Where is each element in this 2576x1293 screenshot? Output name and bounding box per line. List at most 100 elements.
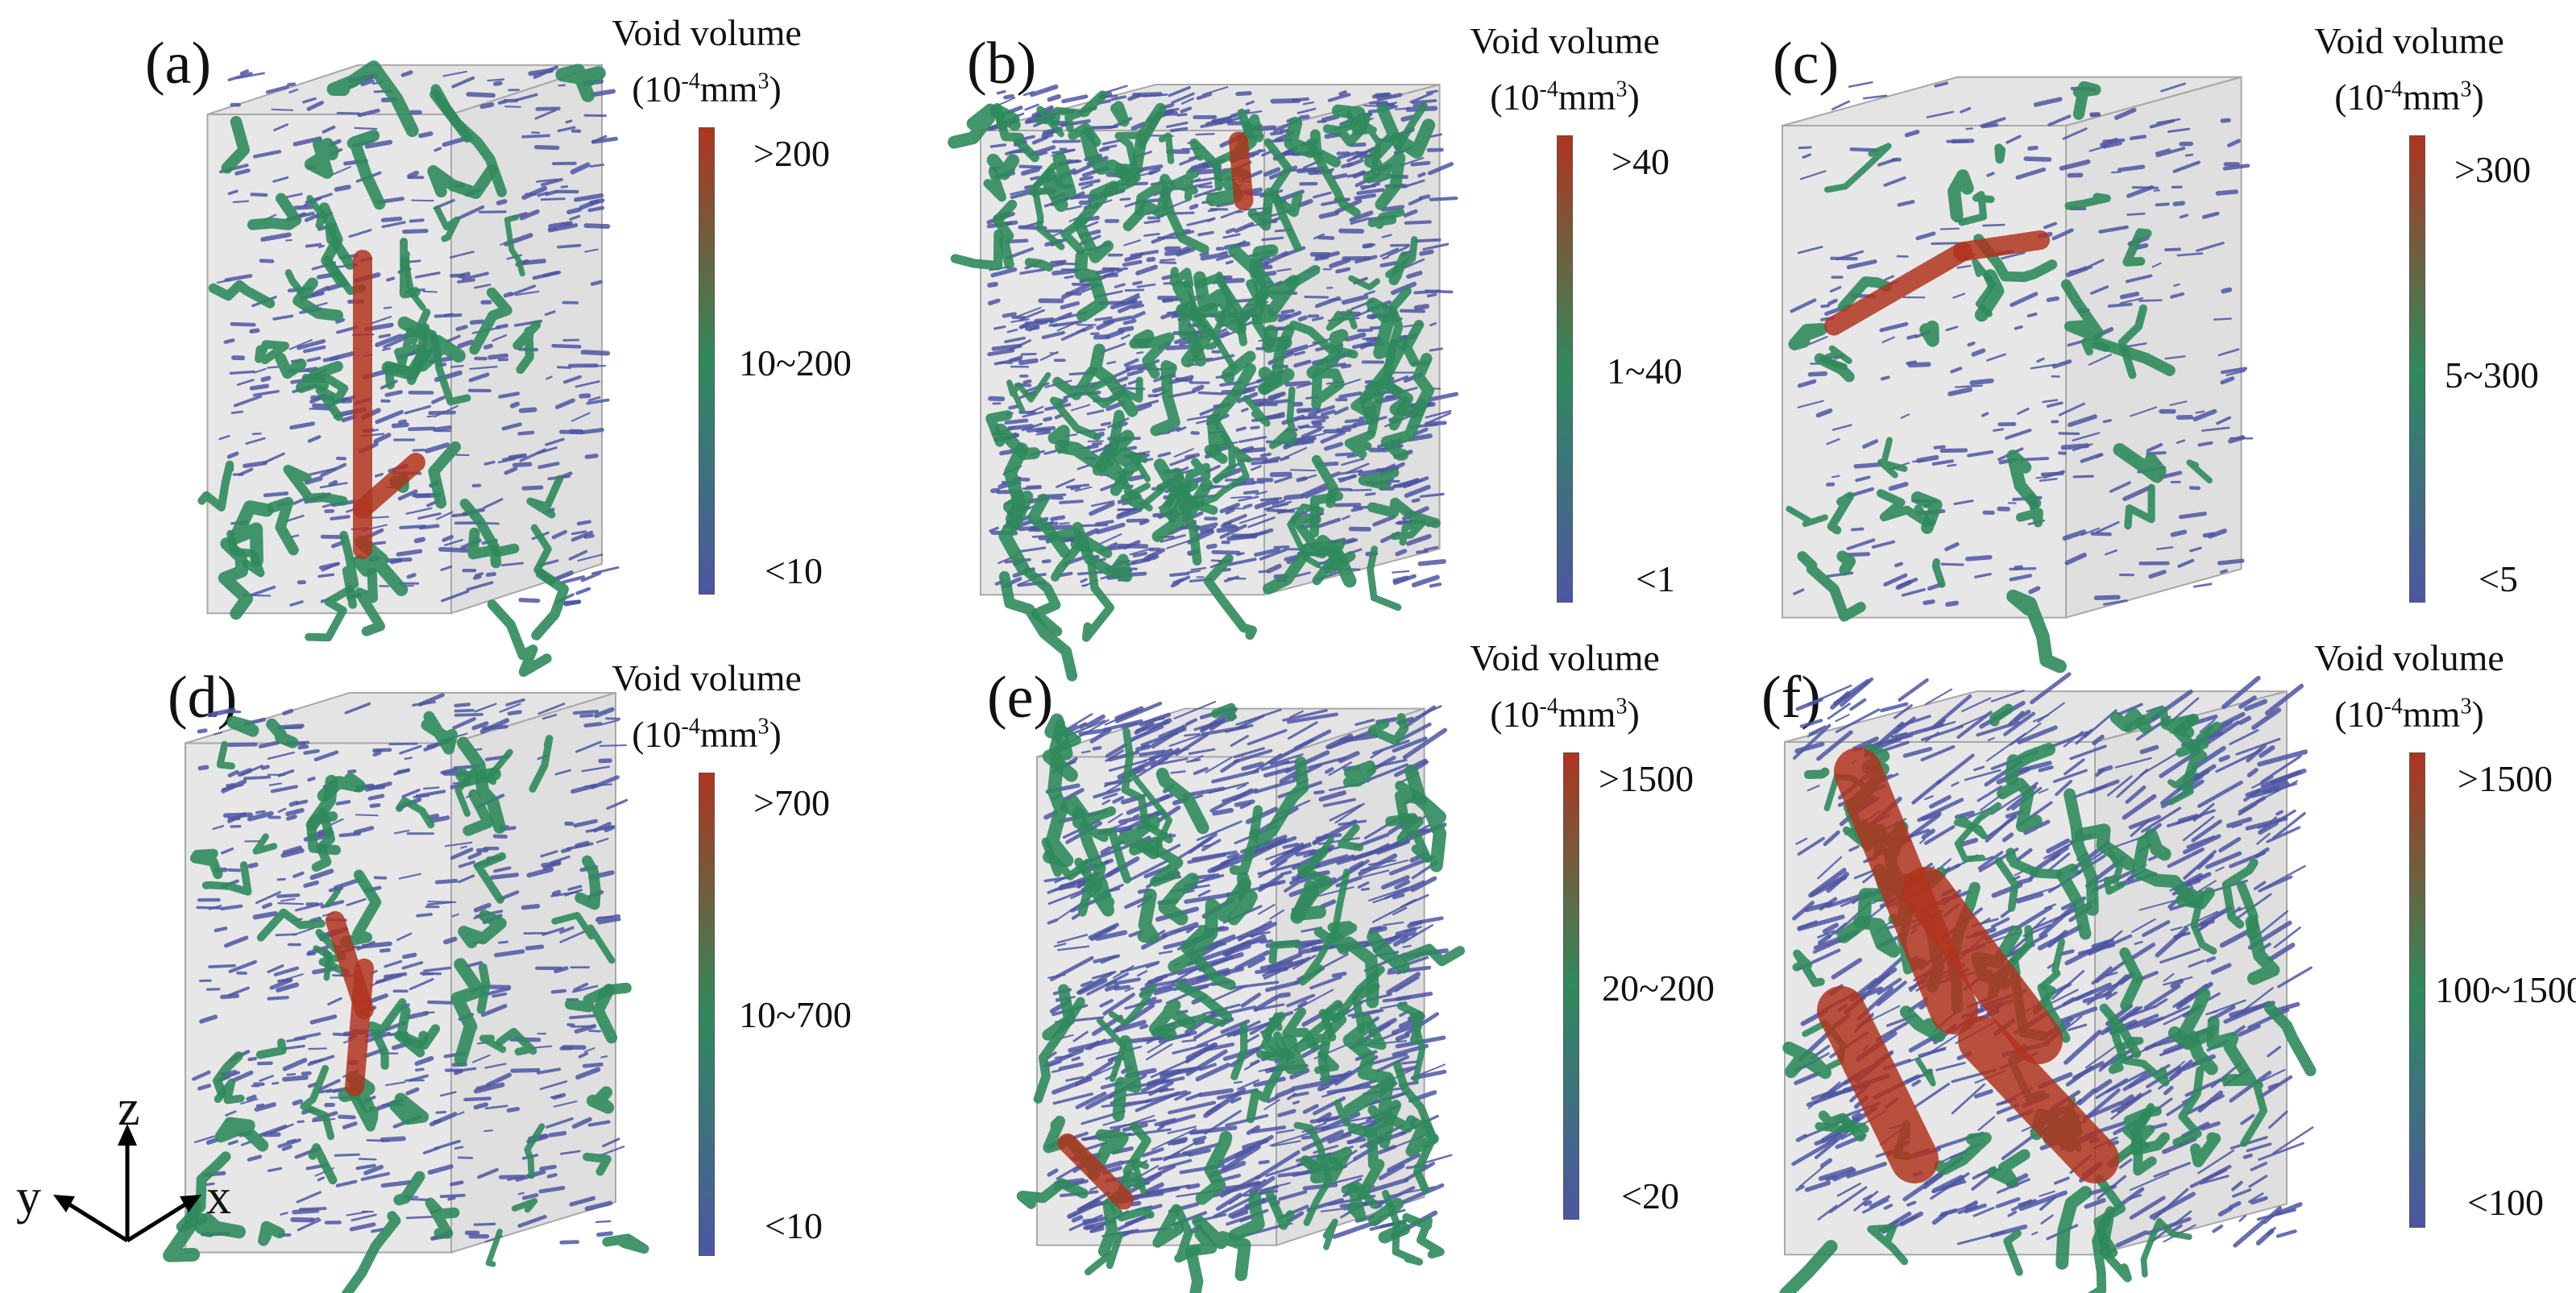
void-small	[2245, 1155, 2250, 1157]
void-small	[226, 340, 234, 342]
void-small	[1115, 987, 1128, 988]
void-small	[303, 1073, 309, 1074]
void-small	[1224, 973, 1229, 975]
specimen-render	[185, 56, 628, 636]
void-small	[1294, 1102, 1299, 1104]
void-small	[1799, 147, 1811, 148]
void-small	[1900, 680, 1927, 700]
void-small	[1303, 1137, 1311, 1138]
void-medium	[1054, 431, 1064, 442]
void-small	[1827, 1177, 1836, 1179]
void-small	[458, 280, 474, 282]
void-small	[1214, 810, 1231, 814]
void-small	[300, 747, 307, 748]
void-small	[1262, 499, 1281, 500]
void-small	[296, 207, 312, 208]
void-small	[512, 1070, 538, 1071]
void-small	[1881, 704, 1906, 711]
void-small	[370, 796, 383, 798]
void-small	[375, 753, 380, 755]
void-small	[261, 261, 272, 262]
void-small	[359, 1158, 375, 1159]
specimen-render	[1757, 682, 2321, 1278]
void-small	[372, 1229, 382, 1231]
void-small	[252, 194, 267, 195]
void-small	[484, 1130, 492, 1131]
void-small	[1073, 1217, 1081, 1220]
void-small	[500, 1177, 523, 1178]
void-small	[1417, 551, 1427, 552]
legend-mid-label: 5~300	[2445, 357, 2539, 394]
void-small	[1908, 336, 1915, 338]
void-small	[456, 704, 469, 706]
void-small	[1213, 552, 1238, 553]
legend-unit: (10-4mm3)	[2288, 696, 2530, 733]
void-small	[562, 187, 566, 188]
panel-b: (b) Void volume (10-4mm3) >40 1~40 <1	[858, 0, 1716, 644]
void-small	[1359, 330, 1371, 331]
void-small	[1006, 96, 1013, 97]
void-small	[1983, 125, 1997, 126]
legend: Void volume (10-4mm3) >200 10~200 <10	[586, 15, 828, 595]
panel-a: (a) Void volume (10-4mm3) >200 10~200 <1…	[0, 0, 858, 644]
void-small	[424, 788, 438, 789]
void-small	[1134, 283, 1141, 284]
void-small	[1983, 225, 2004, 226]
void-small	[288, 817, 295, 819]
void-small	[2093, 533, 2110, 534]
legend-low-label: <1	[1636, 561, 1675, 598]
void-small	[2029, 314, 2036, 316]
void-small	[2213, 1226, 2221, 1231]
void-small	[1271, 133, 1281, 134]
void-small	[566, 602, 579, 604]
void-small	[1382, 263, 1396, 265]
void-small	[245, 463, 266, 466]
void-medium	[1407, 1217, 1441, 1254]
void-small	[349, 771, 355, 772]
void-small	[495, 836, 505, 837]
void-small	[229, 744, 255, 745]
void-small	[1948, 465, 1956, 466]
void-small	[1006, 421, 1027, 423]
void-small	[1091, 126, 1114, 127]
void-small	[549, 1175, 556, 1176]
void-small	[1856, 465, 1880, 466]
void-small	[432, 818, 448, 821]
void-small	[1921, 1005, 1925, 1008]
void-small	[335, 1154, 359, 1155]
void-small	[527, 947, 541, 948]
void-medium	[1144, 895, 1153, 937]
void-small	[199, 1086, 209, 1089]
void-small	[1282, 872, 1290, 874]
void-small	[2223, 290, 2230, 292]
void-small	[1227, 262, 1232, 263]
void-small	[1811, 374, 1826, 375]
void-small	[1056, 415, 1062, 417]
void-small	[384, 308, 391, 309]
void-small	[234, 201, 248, 202]
void-medium	[607, 1238, 644, 1249]
void-small	[291, 803, 297, 805]
void-small	[1155, 718, 1164, 719]
void-small	[356, 814, 378, 815]
void-small	[2222, 120, 2229, 121]
legend-unit: (10-4mm3)	[586, 716, 828, 753]
specimen-render	[1015, 700, 1450, 1268]
void-small	[2063, 951, 2072, 954]
void-medium	[1999, 148, 2001, 160]
void-small	[1043, 561, 1049, 562]
void-small	[338, 802, 349, 803]
void-small	[1968, 557, 1990, 559]
void-small	[383, 219, 400, 221]
void-small	[294, 1211, 317, 1212]
void-small	[1932, 243, 1959, 244]
void-small	[2109, 305, 2131, 306]
void-small	[1021, 361, 1036, 363]
void-small	[355, 128, 377, 129]
void-small	[1151, 1158, 1161, 1159]
void-small	[2214, 319, 2231, 320]
void-small	[1141, 1026, 1147, 1027]
void-small	[404, 955, 415, 957]
void-small	[341, 834, 359, 835]
void-small	[2217, 192, 2236, 193]
